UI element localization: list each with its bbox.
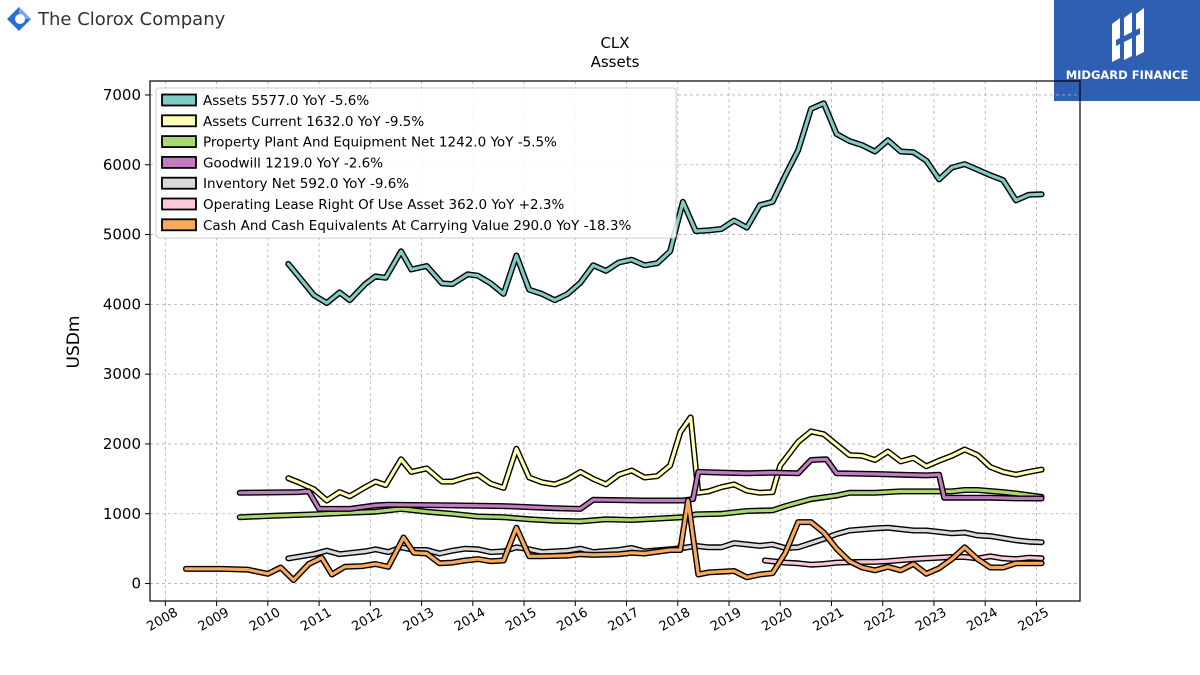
y-tick-label: 5000 — [103, 226, 141, 244]
x-tick-label: 2014 — [452, 605, 488, 635]
chart-subtitle: Assets — [591, 53, 640, 71]
legend-label-goodwill: Goodwill 1219.0 YoY -2.6% — [203, 155, 383, 171]
x-tick-label: 2009 — [196, 605, 232, 635]
midgard-logo-icon — [1112, 8, 1144, 62]
series-line-assets-current — [286, 415, 1044, 503]
brand-logo: MIDGARD FINANCE — [1054, 0, 1200, 101]
legend-label-inventory-net: Inventory Net 592.0 YoY -9.6% — [203, 176, 409, 192]
legend-swatch-operating-lease-right-of-use-asset — [161, 197, 197, 211]
legend-swatch-assets — [161, 93, 197, 107]
legend-label-assets-current: Assets Current 1632.0 YoY -9.5% — [203, 114, 424, 130]
legend-box — [155, 87, 677, 239]
y-tick-label: 4000 — [103, 295, 141, 313]
series-line-operating-lease-right-of-use-asset — [763, 554, 1044, 567]
y-tick-label: 7000 — [103, 86, 141, 104]
x-tick-label: 2010 — [247, 605, 283, 635]
legend-label-assets: Assets 5577.0 YoY -5.6% — [203, 93, 369, 109]
series-line-inventory-net — [286, 526, 1044, 560]
y-tick-label: 2000 — [103, 435, 141, 453]
series-line-assets — [286, 101, 1044, 305]
x-tick-label: 2017 — [606, 605, 642, 635]
y-tick-label: 1000 — [103, 505, 141, 523]
legend-label-cash-and-cash-equivalents-at-carrying-value: Cash And Cash Equivalents At Carrying Va… — [203, 218, 631, 234]
company-header: The Clorox Company — [6, 6, 225, 32]
series-line-cash-and-cash-equivalents-at-carrying-value — [184, 498, 1044, 582]
legend-swatch-inventory-net — [161, 176, 197, 190]
clorox-logo-icon — [7, 7, 31, 31]
x-tick-label: 2011 — [298, 605, 334, 635]
x-tick-label: 2025 — [1016, 605, 1052, 635]
legend: Assets 5577.0 YoY -5.6% Assets Current 16… — [155, 87, 677, 239]
legend-label-property-plant-and-equipment-net: Property Plant And Equipment Net 1242.0 … — [203, 135, 557, 151]
chart-title: CLX — [600, 34, 629, 52]
plot-frame — [149, 80, 1081, 602]
legend-swatch-cash-and-cash-equivalents-at-carrying-value — [161, 218, 197, 232]
x-tick-label: 2012 — [350, 605, 386, 635]
x-tick-label: 2019 — [708, 605, 744, 635]
legend-swatch-goodwill — [161, 155, 197, 169]
x-tick-label: 2024 — [964, 605, 1000, 635]
company-name: The Clorox Company — [38, 8, 226, 30]
legend-swatch-property-plant-and-equipment-net — [161, 135, 197, 149]
x-tick-label: 2008 — [145, 605, 181, 635]
series-lines — [182, 100, 1045, 584]
brand-name: MIDGARD FINANCE — [1065, 68, 1189, 82]
x-tick-label: 2015 — [503, 605, 539, 635]
y-tick-label: 3000 — [103, 365, 141, 383]
x-tick-label: 2020 — [759, 605, 795, 635]
y-tick-label: 0 — [131, 575, 141, 593]
y-tick-label: 6000 — [103, 156, 141, 174]
series-line-goodwill — [238, 457, 1044, 511]
y-axis-label: USDm — [64, 316, 84, 369]
x-tick-label: 2018 — [657, 605, 693, 635]
x-tick-label: 2023 — [913, 605, 949, 635]
x-tick-label: 2022 — [862, 605, 898, 635]
legend-label-operating-lease-right-of-use-asset: Operating Lease Right Of Use Asset 362.0… — [203, 197, 564, 213]
x-tick-label: 2021 — [811, 605, 847, 635]
x-tick-label: 2013 — [401, 605, 437, 635]
legend-swatch-assets-current — [161, 114, 197, 128]
x-tick-label: 2016 — [554, 605, 590, 635]
